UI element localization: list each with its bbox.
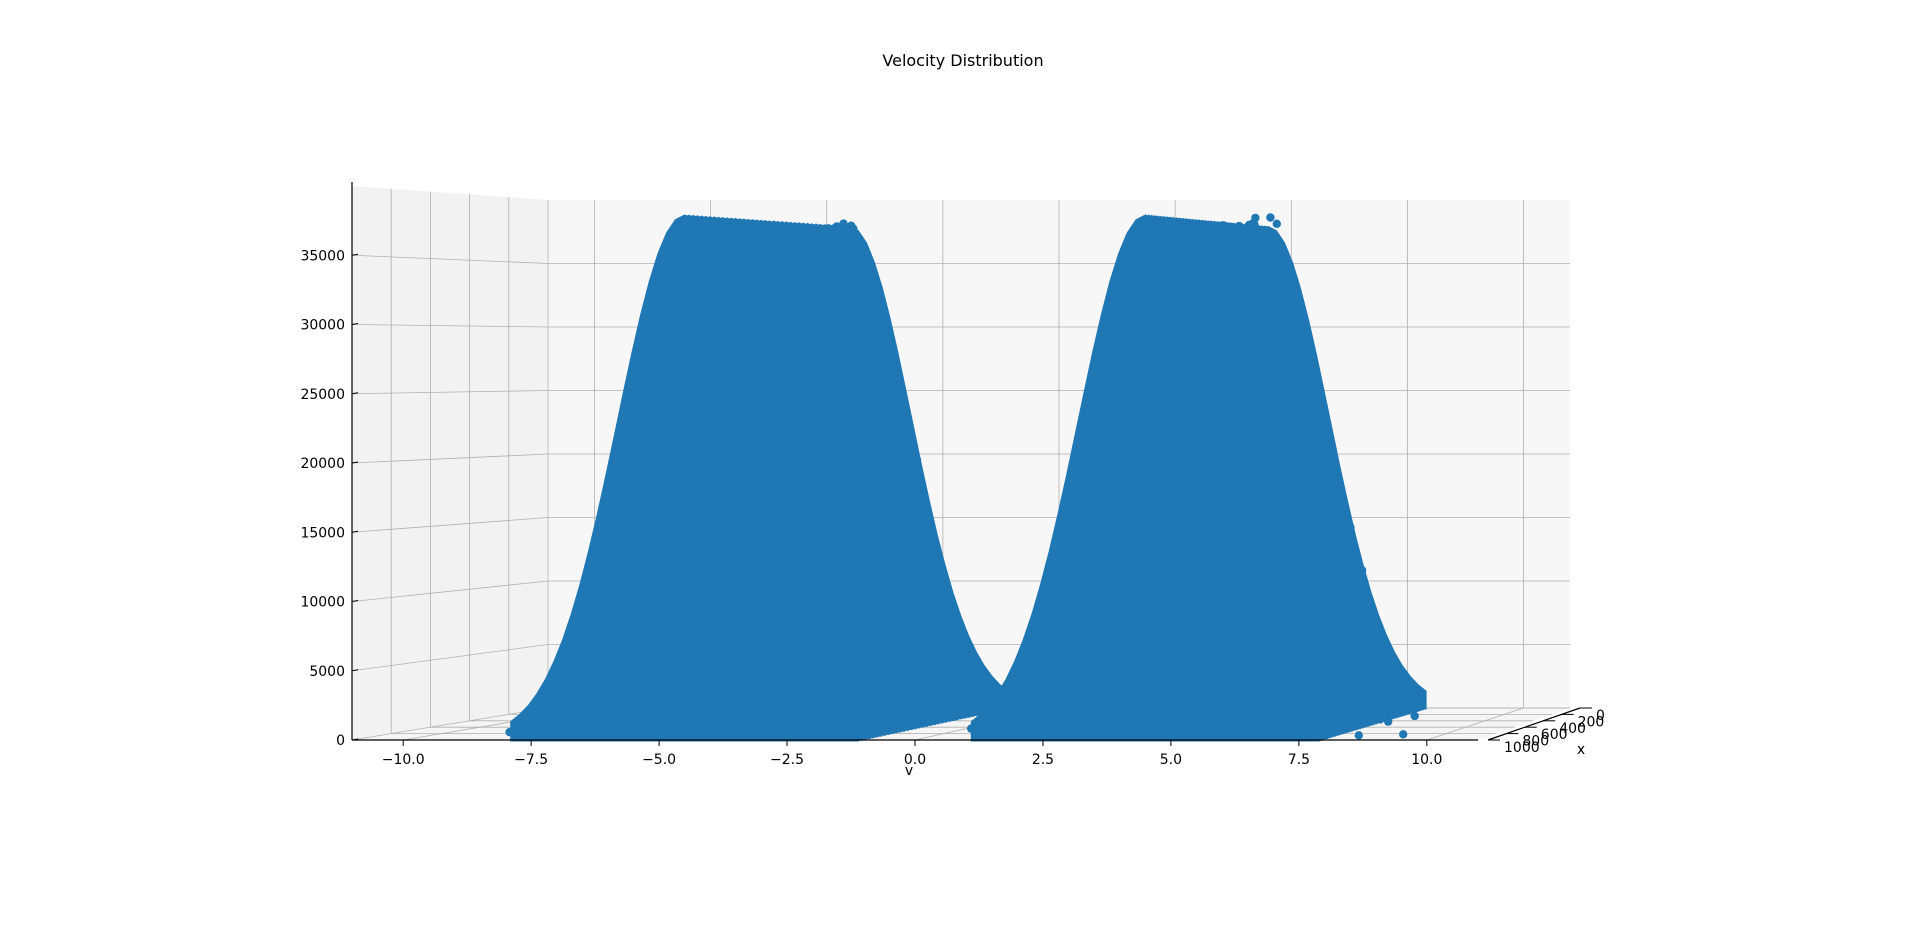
- grid-line: [351, 453, 549, 464]
- scatter-points: [505, 213, 1427, 742]
- grid-line: [351, 644, 549, 672]
- side-pane: [352, 186, 548, 740]
- scatter-point: [1272, 219, 1282, 228]
- grid-line: [351, 580, 549, 602]
- scatter-point: [1399, 730, 1408, 739]
- scatter-point: [1266, 213, 1275, 222]
- grid-line: [351, 254, 549, 264]
- grid-line: [351, 517, 549, 533]
- chart-title: Velocity Distribution: [882, 51, 1043, 70]
- grid-line: [351, 707, 549, 741]
- scatter-series-1: [505, 214, 1039, 742]
- grid-line: [351, 390, 549, 395]
- grid-line: [1426, 707, 1524, 741]
- grid-line: [351, 324, 549, 328]
